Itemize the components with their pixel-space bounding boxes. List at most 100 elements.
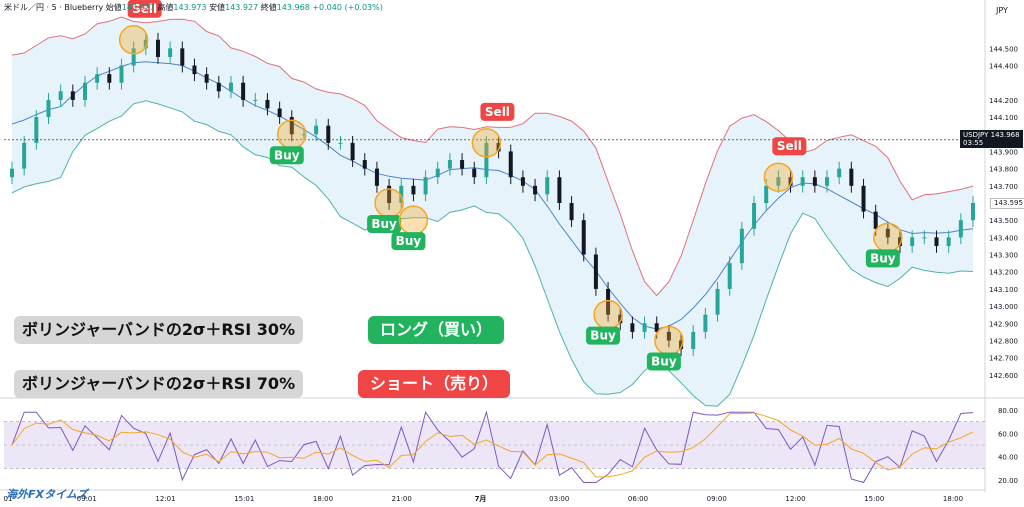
- candle-body: [946, 237, 951, 246]
- candle-body: [727, 263, 732, 289]
- candle-body: [618, 314, 623, 324]
- candle-body: [873, 211, 878, 229]
- x-tick-label: 7月: [475, 495, 487, 503]
- candle-body: [849, 168, 854, 186]
- candle-body: [837, 168, 842, 178]
- candle-body: [228, 82, 233, 92]
- buy-label: Buy: [274, 148, 300, 162]
- sell-label: Sell: [132, 2, 157, 16]
- buy-label: Buy: [651, 354, 677, 368]
- buy-label-box: [646, 352, 681, 371]
- rsi-y-tick-label: 20.00: [998, 477, 1018, 485]
- buy-signal-circle: [873, 222, 903, 253]
- candle-body: [800, 177, 805, 186]
- y-tick-label: 142.800: [989, 337, 1018, 345]
- candle-body: [472, 168, 477, 178]
- buy-label: Buy: [590, 329, 616, 343]
- sell-label: Sell: [485, 105, 510, 119]
- candle-body: [423, 177, 428, 195]
- candle-body: [898, 237, 903, 246]
- x-tick-label: 01: [4, 495, 13, 503]
- candle-body: [350, 142, 355, 161]
- buy-signal-circle: [654, 325, 684, 356]
- buy-label: Buy: [396, 234, 422, 248]
- rsi-y-tick-label: 60.00: [998, 430, 1018, 438]
- x-tick-label: 12:00: [785, 495, 805, 503]
- y-tick-label: 144.200: [989, 97, 1018, 105]
- buy-label-box: [865, 249, 900, 268]
- close-label: 終値: [260, 3, 277, 12]
- sell-label-box: [772, 137, 807, 156]
- candle-body: [533, 185, 538, 195]
- candle-body: [387, 185, 392, 203]
- candle-body: [143, 39, 148, 49]
- price-tag-countdown: 03:55: [963, 139, 984, 147]
- current-price-tag: USDJPY 143.968 03:55: [960, 130, 1023, 148]
- candle-body: [216, 82, 221, 92]
- candle-body: [289, 117, 294, 135]
- y-tick-label: 143.700: [989, 183, 1018, 191]
- y-tick-label: 142.600: [989, 372, 1018, 380]
- symbol-label: 米ドル／円 · 5 · Blueberry: [4, 3, 104, 12]
- candle-body: [411, 185, 416, 195]
- candle-body: [131, 48, 136, 66]
- candle-body: [520, 177, 525, 186]
- x-tick-label: 18:00: [313, 495, 333, 503]
- y-tick-label: 143.800: [989, 166, 1018, 174]
- sell-label-box: [480, 102, 515, 121]
- candle-body: [788, 177, 793, 186]
- candle-body: [606, 288, 611, 315]
- y-tick-label: 143.100: [989, 286, 1018, 294]
- sell-label: Sell: [777, 139, 802, 153]
- candle-body: [435, 168, 440, 178]
- x-tick-label: 03:00: [549, 495, 569, 503]
- buy-signal-circle: [398, 205, 429, 235]
- low-value: 143.927: [225, 3, 259, 12]
- price-tag-value: 143.968: [990, 131, 1020, 139]
- candle-body: [241, 82, 246, 100]
- candle-body: [569, 203, 574, 221]
- candle-body: [362, 160, 367, 169]
- candle-body: [679, 340, 684, 350]
- price-tag-symbol: USDJPY: [963, 131, 989, 139]
- candle-body: [82, 82, 87, 100]
- y-tick-label: 144.100: [989, 114, 1018, 122]
- low-label: 安値: [209, 3, 226, 12]
- y-tick-label: 143.000: [989, 303, 1018, 311]
- x-tick-label: 12:01: [155, 495, 175, 503]
- candle-body: [545, 177, 550, 195]
- legend-short-pill: ショート（売り）: [358, 370, 511, 398]
- candle-body: [666, 331, 671, 341]
- candle-body: [338, 142, 343, 144]
- y-tick-label: 143.900: [989, 148, 1018, 156]
- candle-body: [861, 185, 866, 212]
- candle-body: [812, 177, 817, 186]
- buy-label: Buy: [371, 217, 397, 231]
- candle-body: [460, 160, 465, 169]
- candle-body: [764, 185, 769, 203]
- candle-body: [22, 142, 27, 169]
- buy-label-box: [367, 215, 402, 233]
- site-logo: 海外FXタイムズ: [6, 488, 88, 501]
- candle-body: [314, 125, 319, 135]
- open-value: 143.927: [121, 3, 155, 12]
- rsi-ma-line: [11, 412, 974, 478]
- x-tick-label: 15:00: [864, 495, 884, 503]
- candle-body: [253, 99, 258, 101]
- candle-body: [484, 142, 489, 178]
- candle-body: [922, 237, 927, 239]
- candle-body: [910, 237, 915, 246]
- candle-body: [277, 108, 282, 118]
- candle-body: [739, 228, 744, 264]
- bollinger-fill: [12, 17, 973, 407]
- buy-signal-circle: [593, 299, 623, 330]
- bollinger-lower-line: [11, 100, 974, 407]
- candle-body: [374, 168, 379, 186]
- candle-body: [581, 220, 586, 255]
- y-tick-label: 142.700: [989, 355, 1018, 363]
- x-tick-label: 06:00: [628, 495, 648, 503]
- candle-body: [58, 91, 63, 100]
- candle-body: [301, 134, 306, 136]
- secondary-price-tag: 143.595: [990, 198, 1024, 209]
